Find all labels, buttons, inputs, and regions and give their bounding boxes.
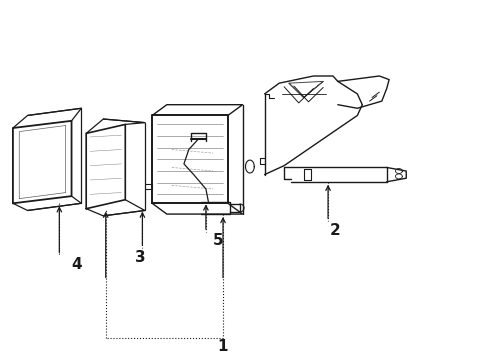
Text: 4: 4 — [71, 257, 82, 272]
Text: 2: 2 — [330, 223, 341, 238]
Text: 3: 3 — [135, 249, 145, 265]
Text: 1: 1 — [218, 339, 228, 354]
Text: 5: 5 — [213, 234, 223, 248]
